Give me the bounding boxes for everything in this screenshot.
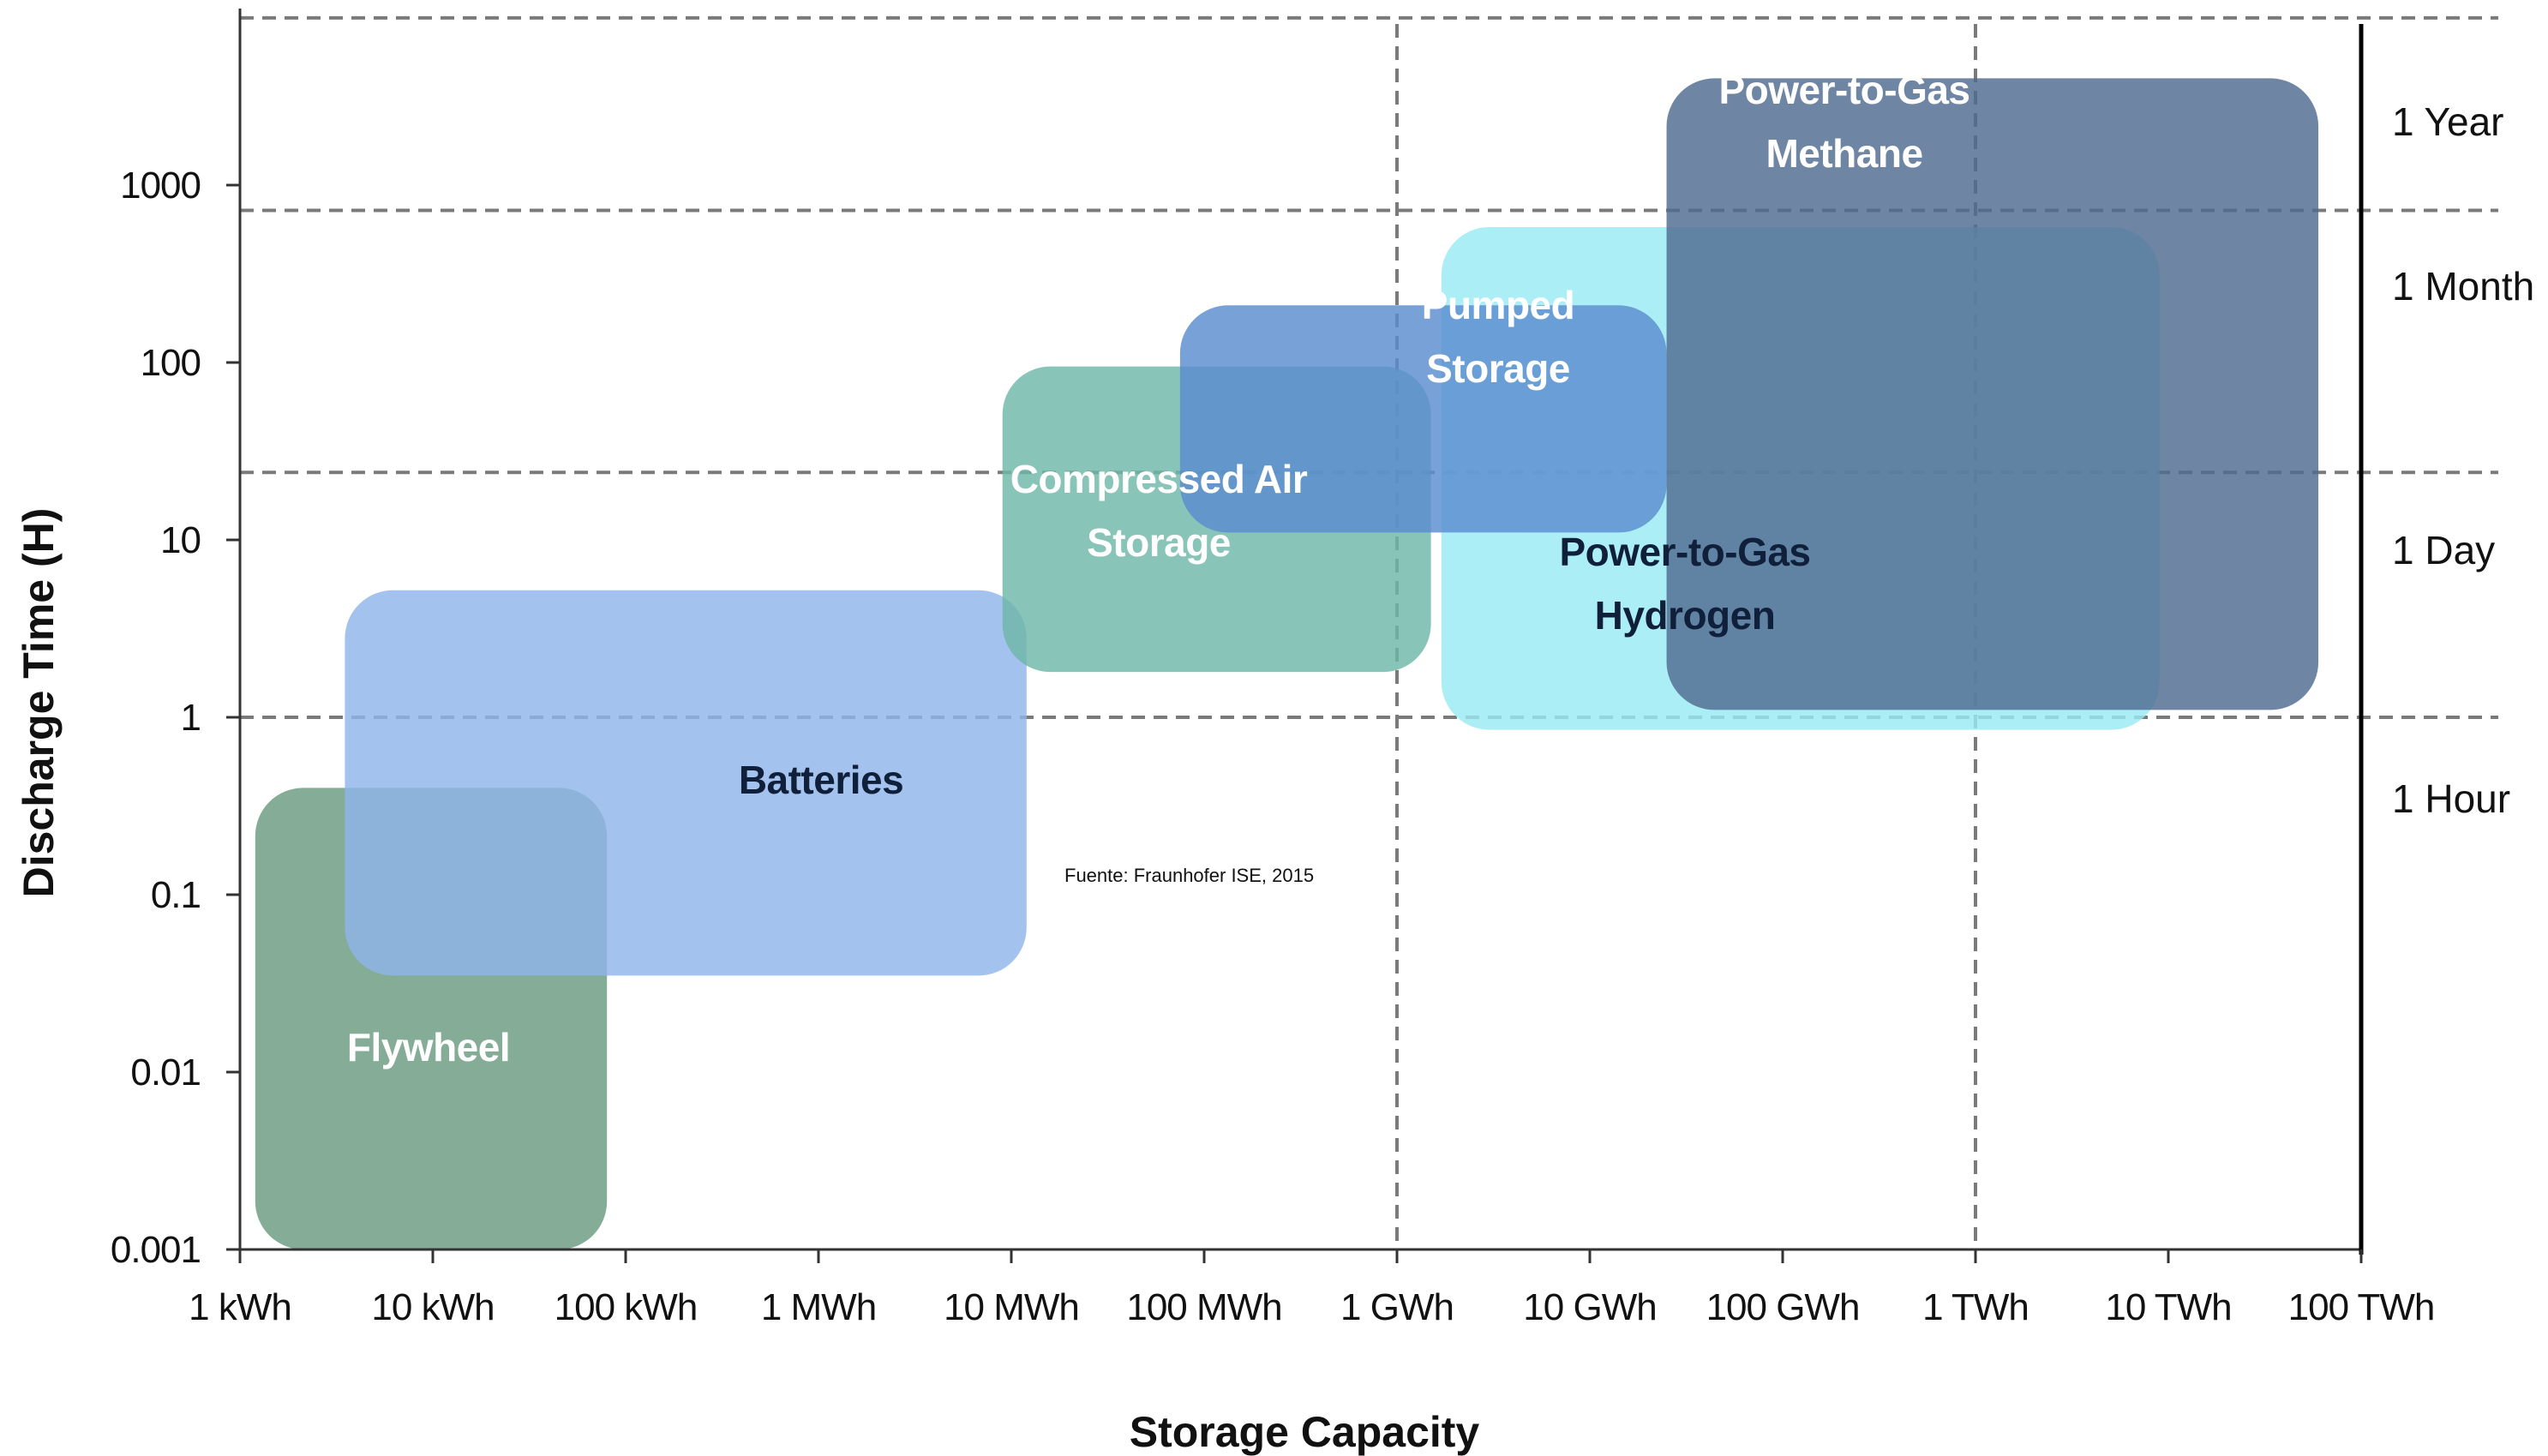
y-tick-label-10: 10 (160, 519, 201, 561)
y-axis-title: Discharge Time (H) (15, 508, 63, 898)
region-label-pumped-line-1: Pumped (1422, 283, 1574, 327)
x-tick-label-100-twh: 100 TWh (2288, 1286, 2435, 1328)
y-tick-label-0-001: 0.001 (111, 1229, 201, 1271)
time-reference-labels: 1 Year 1 Month 1 Day 1 Hour (2392, 99, 2534, 821)
x-tick-label-100-gwh: 100 GWh (1706, 1286, 1860, 1328)
x-tick-label-10-kwh: 10 kWh (371, 1286, 494, 1328)
region-label-compressed-air-line-1: Compressed Air (1010, 457, 1308, 501)
region-label-compressed-air-line-2: Storage (1087, 520, 1231, 565)
region-power-to-gas-methane (1666, 78, 2319, 710)
x-tick-label-10-twh: 10 TWh (2105, 1286, 2231, 1328)
region-label-p2g-hydrogen-line-2: Hydrogen (1595, 593, 1776, 638)
region-batteries (345, 590, 1027, 976)
x-tick-label-100-mwh: 100 MWh (1126, 1286, 1281, 1328)
x-tick-label-10-mwh: 10 MWh (944, 1286, 1079, 1328)
storage-regions (255, 78, 2319, 1249)
axes: 1 kWh 10 kWh 100 kWh 1 MWh 10 MWh 100 MWh 1 GW… (111, 9, 2435, 1328)
x-tick-label-10-gwh: 10 GWh (1523, 1286, 1656, 1328)
region-label-p2g-methane-line-1: Power-to-Gas (1718, 68, 1969, 112)
y-tick-label-1000: 1000 (120, 165, 201, 207)
region-label-p2g-hydrogen-line-1: Power-to-Gas (1559, 530, 1810, 574)
x-tick-label-1-kwh: 1 kWh (189, 1286, 291, 1328)
region-label-pumped-line-2: Storage (1426, 346, 1570, 391)
y-tick-label-0-01: 0.01 (130, 1052, 201, 1093)
time-label-1-year: 1 Year (2392, 99, 2503, 144)
y-tick-label-0-1: 0.1 (151, 874, 201, 916)
region-label-batteries-line-1: Batteries (739, 758, 903, 802)
source-note: Fuente: Fraunhofer ISE, 2015 (1064, 865, 1314, 886)
region-label-p2g-methane-line-2: Methane (1766, 131, 1922, 176)
time-label-1-hour: 1 Hour (2392, 776, 2510, 821)
x-tick-label-1-gwh: 1 GWh (1340, 1286, 1454, 1328)
time-label-1-day: 1 Day (2392, 528, 2495, 572)
y-tick-label-1: 1 (181, 697, 201, 739)
region-pumped-storage (1179, 305, 1667, 533)
x-axis-title: Storage Capacity (1130, 1408, 1480, 1456)
region-label-flywheel-line-1: Flywheel (347, 1025, 510, 1070)
time-label-1-month: 1 Month (2392, 264, 2534, 309)
y-tick-label-100: 100 (141, 342, 201, 384)
x-tick-label-100-kwh: 100 kWh (555, 1286, 698, 1328)
region-labels: Flywheel Batteries Compressed Air Storage Pu… (347, 68, 1970, 1070)
x-tick-label-1-twh: 1 TWh (1922, 1286, 2029, 1328)
x-tick-label-1-mwh: 1 MWh (761, 1286, 876, 1328)
